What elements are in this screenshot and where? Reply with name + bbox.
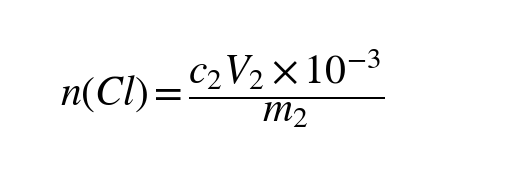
Text: $n(Cl)=\dfrac{c_2V_2\times10^{-3}}{m_2}$: $n(Cl)=\dfrac{c_2V_2\times10^{-3}}{m_2}$	[60, 48, 384, 130]
